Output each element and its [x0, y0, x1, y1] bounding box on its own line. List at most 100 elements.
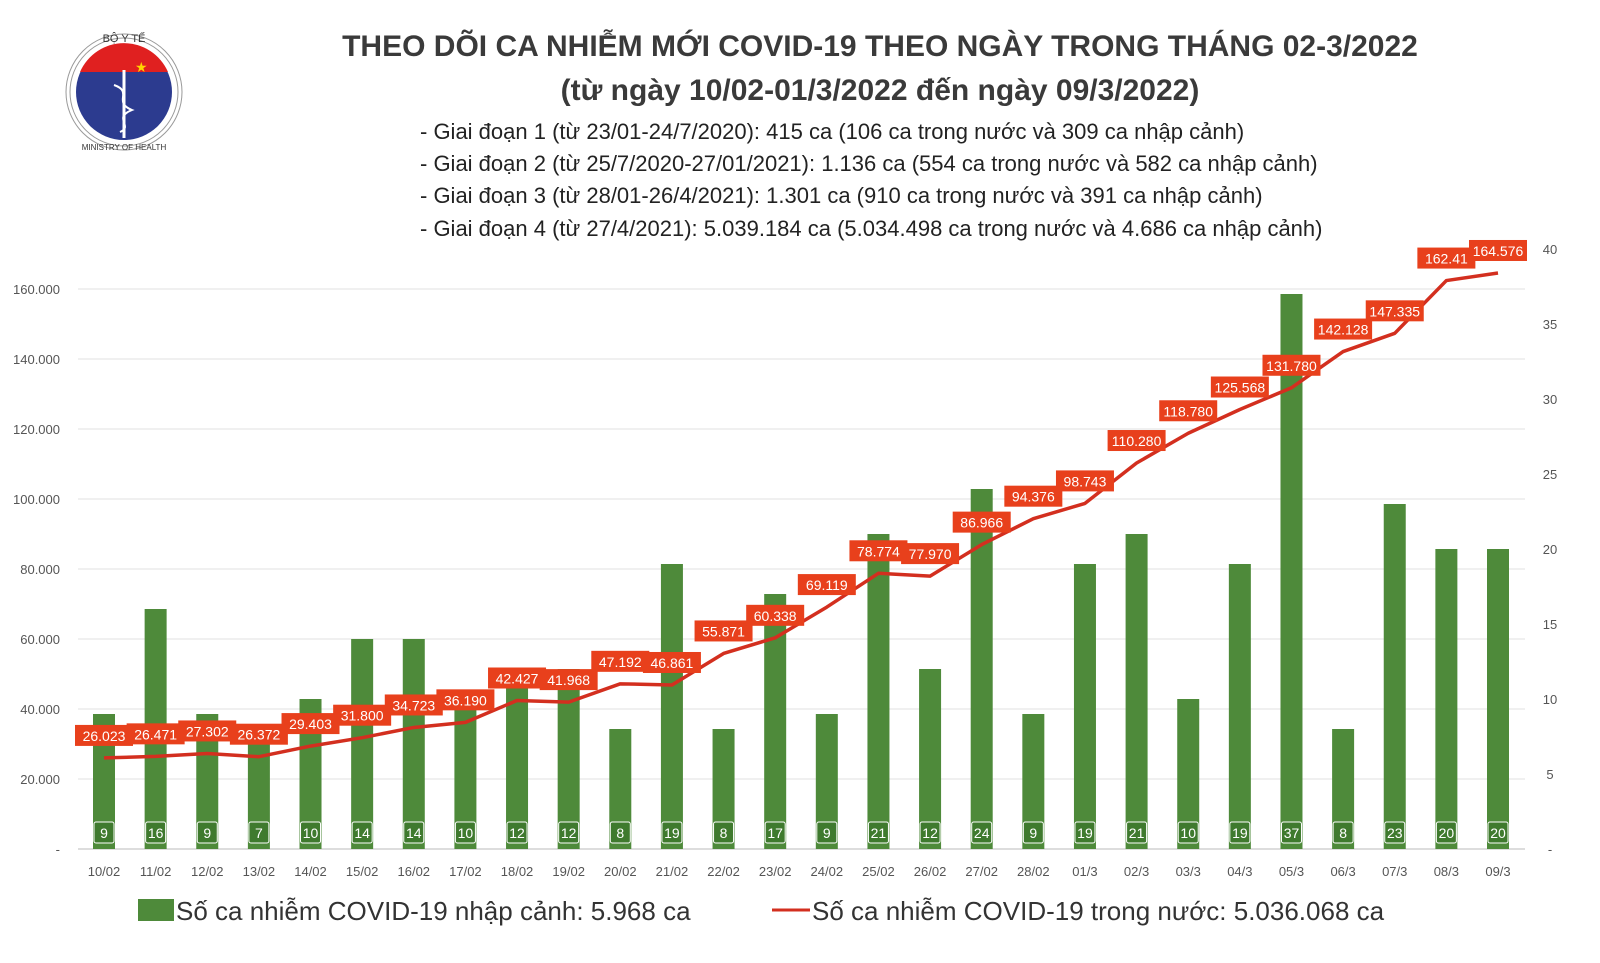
- bar-value-box: [816, 821, 838, 844]
- line-value-box: [1004, 485, 1063, 507]
- bar: [557, 669, 580, 849]
- line-value-label: 125.568: [1215, 380, 1266, 396]
- left-tick-label: 140.000: [13, 352, 60, 367]
- line-value-label: 98.743: [1064, 473, 1107, 489]
- bar-value-box: [1384, 821, 1406, 844]
- x-tick-label: 26/02: [914, 864, 947, 879]
- bar: [506, 669, 529, 849]
- bar-value-label: 14: [354, 825, 370, 841]
- bar: [402, 639, 425, 849]
- legend-line-label: Số ca nhiễm COVID-19 trong nước: 5.036.0…: [812, 896, 1385, 926]
- bar-value-label: 37: [1284, 825, 1300, 841]
- bar-value-label: 7: [255, 825, 263, 841]
- axes: - 20.000 40.000 60.000 80.000 100.000 120.000 1…: [13, 242, 1557, 879]
- line-value-box: [591, 650, 650, 672]
- bar: [1383, 504, 1406, 849]
- bar-value-label: 8: [720, 825, 728, 841]
- bar-value-box: [300, 821, 322, 844]
- line-value-label: 26.471: [134, 726, 177, 742]
- line-value-label: 118.780: [1163, 403, 1213, 419]
- bar-value-label: 24: [974, 825, 990, 841]
- x-tick-label: 28/02: [1017, 864, 1050, 879]
- bar-value-box: [1487, 821, 1509, 844]
- bar-value-label: 14: [406, 825, 422, 841]
- left-tick-label: 120.000: [13, 422, 60, 437]
- bar: [1177, 699, 1200, 849]
- line-value-box: [901, 543, 960, 565]
- legend-bar-label: Số ca nhiễm COVID-19 nhập cảnh: 5.968 ca: [176, 896, 691, 926]
- x-tick-label: 17/02: [449, 864, 482, 879]
- bar-value-label: 21: [1129, 825, 1145, 841]
- bar-value-label: 12: [509, 825, 525, 841]
- line-value-label: 36.190: [444, 692, 487, 708]
- bar: [867, 534, 890, 849]
- line-value-label: 142.128: [1318, 322, 1369, 338]
- bar-value-label: 9: [1029, 825, 1037, 841]
- phase-2: - Giai đoạn 2 (từ 25/7/2020-27/01/2021):…: [420, 151, 1318, 176]
- right-tick-label: 15: [1543, 617, 1557, 632]
- bar-value-box: [1435, 821, 1457, 844]
- x-tick-label: 11/02: [140, 864, 172, 879]
- line-value-label: 78.774: [857, 543, 900, 559]
- right-tick-label: 20: [1543, 542, 1557, 557]
- bar-value-box: [1126, 821, 1148, 844]
- bar-value-label: 10: [303, 825, 319, 841]
- bar: [764, 594, 787, 849]
- bar-value-box: [1022, 821, 1044, 844]
- phase-3: - Giai đoạn 3 (từ 28/01-26/4/2021): 1.30…: [420, 183, 1263, 208]
- x-tick-label: 24/02: [811, 864, 844, 879]
- left-tick-label: 80.000: [20, 562, 60, 577]
- bar-value-box: [971, 821, 993, 844]
- bar-value-label: 12: [561, 825, 577, 841]
- line-value-label: 27.302: [186, 723, 229, 739]
- legend-bar-swatch: [138, 899, 174, 921]
- line-value-label: 110.280: [1112, 433, 1162, 449]
- bar-value-label: 19: [1077, 825, 1093, 841]
- bar-value-box: [196, 821, 218, 844]
- x-tick-label: 25/02: [862, 864, 895, 879]
- line-value-box: [1469, 239, 1527, 261]
- line-value-label: 34.723: [392, 697, 435, 713]
- line-value-box: [694, 620, 753, 642]
- x-tick-label: 01/3: [1072, 864, 1097, 879]
- line-value-label: 162.41: [1425, 251, 1468, 267]
- line-value-label: 164.576: [1473, 243, 1524, 259]
- bars: 9 16 9 7 10 14 14 10 12 12 8 19 8 17 9 21 12 24 9 19 21 10 19 3…: [93, 294, 1509, 849]
- bar-value-label: 9: [203, 825, 211, 841]
- right-tick-label: -: [1548, 842, 1552, 857]
- left-tick-label: 100.000: [13, 492, 60, 507]
- bar-value-label: 17: [767, 825, 783, 841]
- chart-title: THEO DÕI CA NHIỄM MỚI COVID-19 THEO NGÀY…: [342, 29, 1418, 63]
- line-value-box: [1365, 300, 1424, 322]
- bar-value-box: [248, 821, 270, 844]
- bar: [1332, 729, 1355, 849]
- right-tick-label: 30: [1543, 392, 1557, 407]
- bar: [1435, 549, 1458, 849]
- left-tick-label: 40.000: [20, 702, 60, 717]
- bar: [919, 669, 942, 849]
- bar-value-label: 21: [871, 825, 887, 841]
- bar: [815, 714, 838, 849]
- chart-subtitle: (từ ngày 10/02-01/3/2022 đến ngày 09/3/2…: [561, 74, 1200, 107]
- x-tick-label: 03/3: [1176, 864, 1201, 879]
- x-tick-label: 07/3: [1382, 864, 1407, 879]
- right-tick-label: 5: [1546, 767, 1553, 782]
- line-value-label: 29.403: [289, 716, 332, 732]
- x-tick-label: 04/3: [1227, 864, 1252, 879]
- line-value-box: [1055, 470, 1114, 492]
- bar: [1125, 534, 1148, 849]
- bar: [1280, 294, 1303, 849]
- x-tick-label: 16/02: [398, 864, 431, 879]
- bar-value-box: [609, 821, 631, 844]
- line-value-box: [436, 689, 495, 711]
- bar-value-box: [764, 821, 786, 844]
- line-value-label: 26.372: [237, 727, 280, 743]
- bar: [712, 729, 735, 849]
- line-value-box: [539, 669, 598, 691]
- x-tick-label: 20/02: [604, 864, 637, 879]
- bar-value-label: 16: [148, 825, 164, 841]
- line-value-box: [1210, 376, 1269, 398]
- line-value-label: 41.968: [547, 672, 590, 688]
- bar-value-box: [713, 821, 735, 844]
